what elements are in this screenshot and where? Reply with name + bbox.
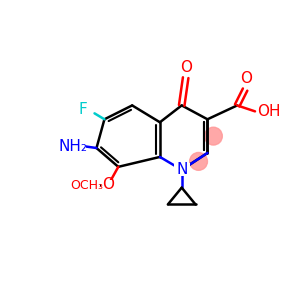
FancyBboxPatch shape	[174, 164, 190, 176]
FancyBboxPatch shape	[101, 180, 115, 192]
FancyBboxPatch shape	[60, 140, 86, 152]
Text: OH: OH	[257, 104, 281, 119]
FancyBboxPatch shape	[75, 103, 91, 115]
FancyBboxPatch shape	[73, 179, 100, 192]
Text: O: O	[180, 60, 192, 75]
Text: F: F	[78, 102, 87, 117]
Text: N: N	[176, 162, 188, 177]
Circle shape	[190, 152, 208, 170]
FancyBboxPatch shape	[259, 105, 279, 117]
Text: OCH₃: OCH₃	[70, 179, 103, 192]
Text: O: O	[240, 71, 252, 86]
FancyBboxPatch shape	[239, 74, 253, 85]
Circle shape	[205, 127, 222, 145]
Text: O: O	[102, 177, 114, 192]
FancyBboxPatch shape	[179, 63, 193, 75]
Text: NH₂: NH₂	[58, 139, 87, 154]
